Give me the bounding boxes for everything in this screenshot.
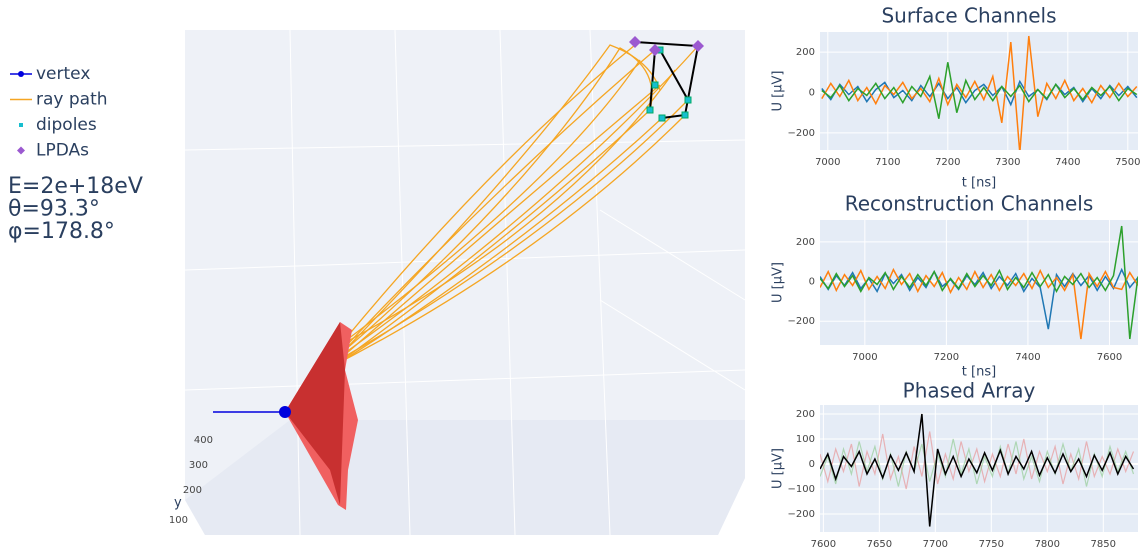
legend-marker <box>19 123 23 127</box>
scene-tick-label: 300 <box>189 460 208 471</box>
x-tick-label: 7700 <box>923 539 948 550</box>
legend-label: dipoles <box>36 115 97 135</box>
scene-tick-label: 200 <box>183 485 202 496</box>
legend-label: ray path <box>36 90 108 110</box>
x-tick-label: 7800 <box>1035 539 1060 550</box>
scene: y <box>174 29 746 536</box>
series-line <box>821 79 1138 107</box>
y-tick-label: 200 <box>796 47 815 58</box>
series-line <box>820 438 1135 487</box>
x-tick-label: 7000 <box>815 157 840 168</box>
scene-axis-title: y <box>174 496 182 511</box>
series-line <box>820 413 1135 527</box>
legend-marker <box>18 71 24 77</box>
y-tick-label: 200 <box>796 237 815 248</box>
y-tick-label: 0 <box>809 459 815 470</box>
y-axis-title: U [µV] <box>771 262 786 303</box>
x-tick-label: 7400 <box>1055 157 1080 168</box>
scene-grid <box>184 29 746 536</box>
series-line <box>821 35 1138 150</box>
charts: 7000 7100 7200 7300 7400 7500 −200 0 200 Surface … <box>771 4 1141 551</box>
x-tick-label: 7500 <box>1115 157 1140 168</box>
y-tick-label: −100 <box>788 484 815 495</box>
vertex <box>279 406 291 418</box>
y-axis-title: U [µV] <box>771 71 786 112</box>
x-tick-label: 7750 <box>979 539 1004 550</box>
x-axis-title: t [ns] <box>962 365 996 380</box>
event-info: φ=178.8° <box>8 219 115 244</box>
station <box>634 41 700 119</box>
event-info: θ=93.3° <box>8 197 100 222</box>
x-tick-label: 7300 <box>995 157 1020 168</box>
x-tick-label: 7650 <box>867 539 892 550</box>
ray-paths <box>299 44 699 396</box>
y-tick-label: 0 <box>809 88 815 99</box>
x-tick-label: 7400 <box>1015 352 1040 363</box>
y-tick-label: −200 <box>788 509 815 520</box>
x-tick-label: 7000 <box>852 352 877 363</box>
series-line <box>820 267 1138 340</box>
cone-dark <box>285 322 345 505</box>
chart-title: Surface Channels <box>881 4 1056 28</box>
series-line <box>821 62 1138 119</box>
legend-label: LPDAs <box>36 141 89 161</box>
event-info: E=2e+18eV <box>8 174 143 199</box>
y-tick-label: −200 <box>788 316 815 327</box>
scene-floor <box>185 420 745 535</box>
scene-tick-label: 400 <box>194 435 213 446</box>
x-tick-label: 7200 <box>934 352 959 363</box>
x-tick-label: 7100 <box>875 157 900 168</box>
y-axis-title: U [µV] <box>771 448 786 489</box>
x-tick-label: 7600 <box>1097 352 1122 363</box>
x-axis-title: t [ns] <box>962 176 996 191</box>
legend: vertex ray path dipoles LPDAs E=2e+18eVθ=93.… <box>8 64 213 526</box>
y-tick-label: −200 <box>788 128 815 139</box>
y-tick-label: 200 <box>796 409 815 420</box>
x-tick-label: 7600 <box>811 539 836 550</box>
chart-title: Phased Array <box>903 379 1036 403</box>
series-line <box>820 225 1138 340</box>
scene-tick-label: 100 <box>169 515 188 526</box>
legend-label: vertex <box>36 64 90 84</box>
x-tick-label: 7200 <box>935 157 960 168</box>
x-tick-label: 7850 <box>1091 539 1116 550</box>
chart-title: Reconstruction Channels <box>845 192 1094 216</box>
y-tick-label: 0 <box>809 277 815 288</box>
lpdas <box>629 36 704 56</box>
y-tick-label: 100 <box>796 434 815 445</box>
legend-marker <box>17 146 25 155</box>
